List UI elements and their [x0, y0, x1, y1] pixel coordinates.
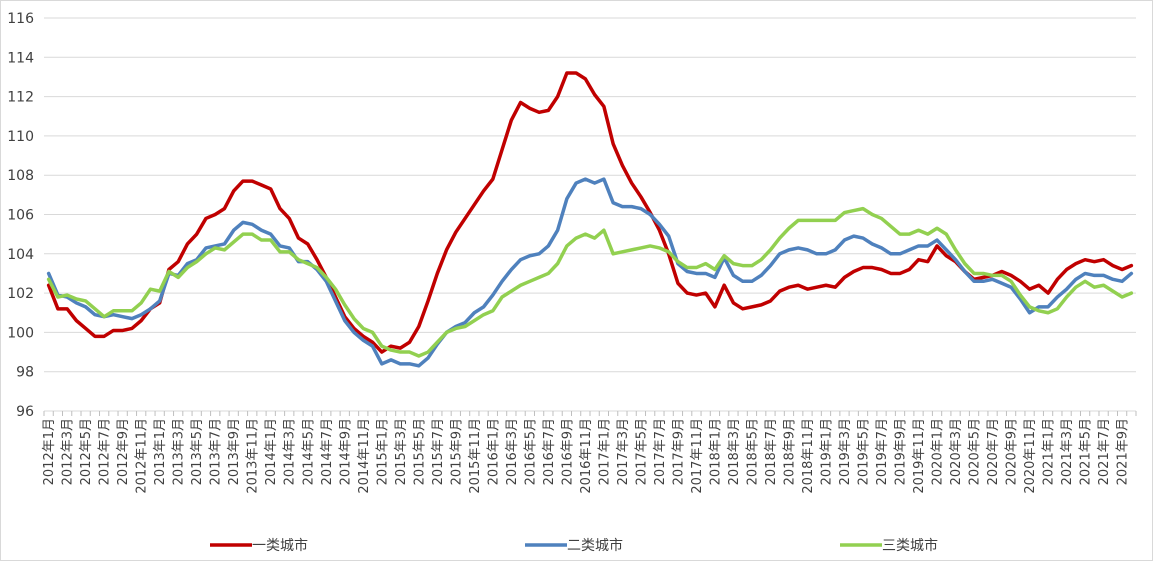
- x-tick-label: 2016年1月: [486, 418, 501, 485]
- y-tick-label: 104: [7, 247, 34, 263]
- x-tick-label: 2014年3月: [283, 418, 298, 485]
- y-tick-label: 106: [7, 208, 34, 224]
- x-tick-label: 2018年1月: [708, 418, 723, 485]
- x-tick-label: 2016年3月: [505, 418, 520, 485]
- x-tick-label: 2014年9月: [338, 418, 353, 485]
- x-tick-label: 2021年5月: [1079, 418, 1094, 485]
- x-tick-label: 2021年3月: [1060, 418, 1075, 485]
- x-tick-label: 2020年7月: [986, 418, 1001, 485]
- x-tick-label: 2015年7月: [431, 418, 446, 485]
- y-tick-label: 100: [7, 325, 34, 341]
- legend-label: 一类城市: [252, 537, 308, 554]
- x-tick-label: 2012年9月: [116, 418, 131, 485]
- x-tick-label: 2019年5月: [857, 418, 872, 485]
- x-tick-label: 2021年9月: [1116, 418, 1131, 485]
- x-tick-label: 2017年1月: [597, 418, 612, 485]
- series-line-2: [46, 177, 1134, 368]
- x-tick-label: 2016年9月: [560, 418, 575, 485]
- x-tick-label: 2018年11月: [801, 418, 816, 494]
- x-axis: 2012年1月 2012年3月 2012年5月 2012年7月 2012年9月 2012年…: [42, 411, 1137, 494]
- x-tick-label: 2015年3月: [394, 418, 409, 485]
- x-tick-label: 2020年9月: [1005, 418, 1020, 485]
- x-tick-label: 2019年11月: [912, 418, 927, 494]
- x-tick-label: 2012年5月: [79, 418, 94, 485]
- series-line-1: [46, 71, 1134, 354]
- x-tick-label: 2013年1月: [153, 418, 168, 485]
- x-tick-label: 2017年3月: [616, 418, 631, 485]
- x-tick-label: 2012年11月: [135, 418, 150, 494]
- x-tick-label: 2015年1月: [375, 418, 390, 485]
- x-tick-label: 2017年9月: [671, 418, 686, 485]
- x-tick-label: 2018年7月: [764, 418, 779, 485]
- x-tick-label: 2016年5月: [523, 418, 538, 485]
- x-tick-label: 2016年11月: [579, 418, 594, 494]
- x-tick-label: 2013年9月: [227, 418, 242, 485]
- x-tick-label: 2017年5月: [634, 418, 649, 485]
- x-tick-label: 2014年11月: [357, 418, 372, 494]
- y-tick-label: 116: [7, 11, 34, 27]
- x-tick-label: 2020年1月: [931, 418, 946, 485]
- x-tick-label: 2017年11月: [690, 418, 705, 494]
- x-tick-label: 2019年3月: [838, 418, 853, 485]
- legend: 一类城市 二类城市 三类城市: [210, 537, 938, 554]
- y-tick-label: 114: [7, 50, 34, 66]
- x-tick-label: 2013年3月: [172, 418, 187, 485]
- x-tick-label: 2014年1月: [264, 418, 279, 485]
- y-tick-label: 98: [16, 365, 34, 381]
- x-tick-label: 2018年5月: [745, 418, 760, 485]
- series-line-3: [46, 206, 1134, 358]
- x-tick-label: 2013年7月: [209, 418, 224, 485]
- y-tick-label: 112: [7, 90, 34, 106]
- y-tick-label: 110: [7, 129, 34, 145]
- x-tick-label: 2014年7月: [320, 418, 335, 485]
- x-tick-label: 2015年5月: [412, 418, 427, 485]
- x-tick-label: 2013年11月: [246, 418, 261, 494]
- x-tick-label: 2015年9月: [449, 418, 464, 485]
- x-tick-label: 2018年9月: [782, 418, 797, 485]
- legend-label: 三类城市: [882, 537, 938, 554]
- legend-label: 二类城市: [567, 537, 623, 554]
- gridlines: [44, 17, 1136, 412]
- y-axis-ticks: 96 98 100 102 104 106 108 110 112 114 116: [7, 11, 34, 420]
- y-tick-label: 102: [7, 286, 34, 302]
- x-tick-label: 2017年7月: [653, 418, 668, 485]
- x-tick-label: 2012年3月: [61, 418, 76, 485]
- x-tick-label: 2019年9月: [894, 418, 909, 485]
- x-tick-label: 2013年5月: [190, 418, 205, 485]
- x-tick-label: 2020年11月: [1023, 418, 1038, 494]
- x-tick-label: 2012年1月: [42, 418, 57, 485]
- x-tick-label: 2021年1月: [1042, 418, 1057, 485]
- x-tick-label: 2019年1月: [819, 418, 834, 485]
- y-tick-label: 96: [16, 404, 34, 420]
- x-tick-label: 2015年11月: [468, 418, 483, 494]
- series-lines: [46, 71, 1134, 368]
- x-tick-label: 2012年7月: [98, 418, 113, 485]
- x-tick-label: 2019年7月: [875, 418, 890, 485]
- x-tick-label: 2020年3月: [949, 418, 964, 485]
- x-tick-label: 2021年7月: [1097, 418, 1112, 485]
- x-tick-label: 2020年5月: [968, 418, 983, 485]
- x-tick-label: 2014年5月: [301, 418, 316, 485]
- y-tick-label: 108: [7, 168, 34, 184]
- x-tick-label: 2016年7月: [542, 418, 557, 485]
- x-tick-label: 2018年3月: [727, 418, 742, 485]
